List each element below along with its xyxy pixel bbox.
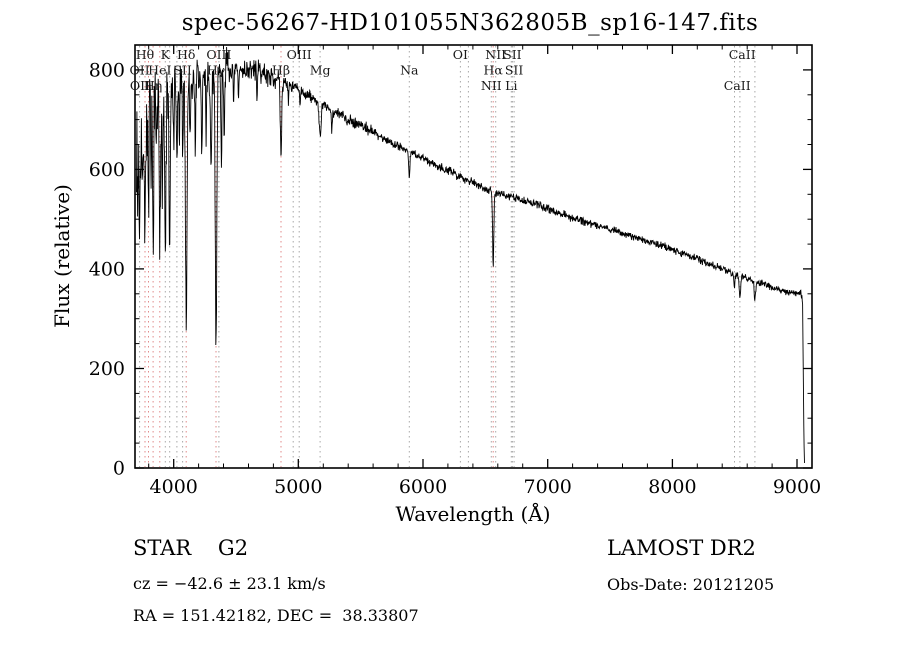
svg-text:Hα: Hα — [484, 63, 504, 78]
svg-text:Hβ: Hβ — [272, 63, 290, 78]
svg-text:CaII: CaII — [724, 78, 751, 93]
svg-text:0: 0 — [113, 458, 125, 480]
svg-text:Mg: Mg — [310, 63, 331, 78]
svg-text:OII: OII — [130, 63, 150, 78]
y-axis-label: Flux (relative) — [50, 184, 74, 328]
cz-text: cz = −42.6 ± 23.1 km/s — [133, 574, 326, 593]
x-axis-label: Wavelength (Å) — [395, 502, 551, 526]
classification-text: STAR G2 — [133, 536, 249, 560]
svg-text:NII: NII — [481, 78, 502, 93]
svg-text:HeI: HeI — [148, 63, 171, 78]
svg-text:Hδ: Hδ — [177, 47, 195, 62]
survey-text: LAMOST DR2 — [607, 536, 756, 560]
svg-text:600: 600 — [89, 159, 125, 181]
svg-text:Hθ: Hθ — [136, 47, 154, 62]
svg-text:400: 400 — [89, 258, 125, 280]
svg-text:6000: 6000 — [399, 476, 447, 498]
svg-text:4000: 4000 — [150, 476, 198, 498]
obs-date-text: Obs-Date: 20121205 — [607, 575, 775, 594]
svg-text:Na: Na — [400, 63, 419, 78]
svg-text:7000: 7000 — [524, 476, 572, 498]
svg-text:5000: 5000 — [274, 476, 322, 498]
svg-text:200: 200 — [89, 358, 125, 380]
svg-text:Hη: Hη — [144, 78, 162, 93]
svg-text:K: K — [161, 47, 171, 62]
svg-text:OI: OI — [453, 47, 468, 62]
svg-text:Li: Li — [505, 78, 517, 93]
svg-text:CaII: CaII — [729, 47, 756, 62]
svg-text:8000: 8000 — [648, 476, 696, 498]
svg-text:OII: OII — [130, 78, 150, 93]
svg-text:OIII: OIII — [206, 47, 231, 62]
svg-text:NII: NII — [485, 47, 506, 62]
svg-text:SII: SII — [503, 47, 522, 62]
svg-text:SII: SII — [173, 63, 192, 78]
svg-text:OIII: OIII — [287, 47, 312, 62]
coordinates-text: RA = 151.42182, DEC = 38.33807 — [133, 606, 419, 625]
svg-text:9000: 9000 — [773, 476, 821, 498]
svg-text:SII: SII — [505, 63, 524, 78]
svg-text:800: 800 — [89, 59, 125, 81]
plot-title: spec-56267-HD101055N362805B_sp16-147.fit… — [181, 10, 759, 36]
svg-text:Hγ: Hγ — [207, 63, 225, 78]
